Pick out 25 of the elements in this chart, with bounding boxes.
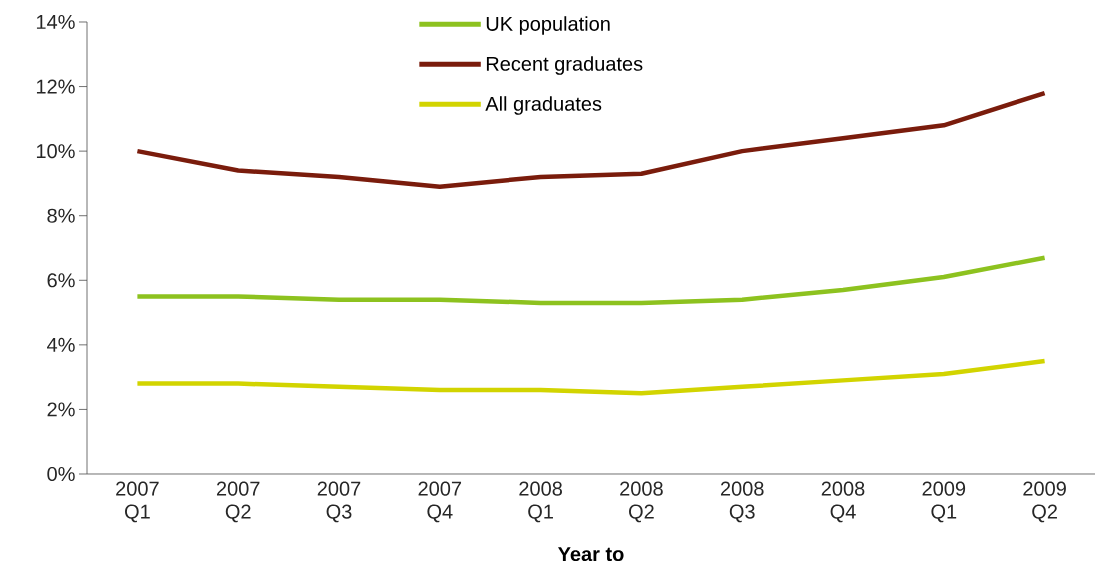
x-tick-label: 2007 Q4 xyxy=(418,481,462,523)
y-tick-label: 2% xyxy=(47,402,75,417)
line-series xyxy=(135,90,1047,189)
line-series xyxy=(135,358,1047,396)
line-series xyxy=(135,255,1047,306)
x-tick-label: 2008 Q3 xyxy=(720,481,764,523)
legend-label: All graduates xyxy=(485,96,602,115)
y-tick-label: 12% xyxy=(36,79,75,94)
x-tick-label: 2008 Q2 xyxy=(620,481,663,523)
legend-label: UK population xyxy=(486,16,610,35)
legend-label: Recent graduates xyxy=(486,56,643,75)
y-tick-label: 10% xyxy=(36,144,75,159)
x-tick-label: 2009 Q2 xyxy=(1023,481,1066,523)
y-tick-label: 6% xyxy=(47,273,75,288)
y-tick-label: 0% xyxy=(47,466,75,482)
y-tick-label: 14% xyxy=(36,14,75,29)
x-tick-label: 2007 Q3 xyxy=(317,481,361,523)
y-tick-label: 4% xyxy=(47,337,75,352)
y-tick-label: 8% xyxy=(47,208,75,223)
x-tick-label: 2007 Q2 xyxy=(216,481,260,523)
x-tick-label: 2007 Q1 xyxy=(116,481,159,523)
x-tick-label: 2008 Q4 xyxy=(821,481,865,523)
x-tick-label: 2008 Q1 xyxy=(519,481,562,523)
x-axis-title: Year to xyxy=(558,547,624,562)
x-tick-label: 2009 Q1 xyxy=(922,481,966,523)
